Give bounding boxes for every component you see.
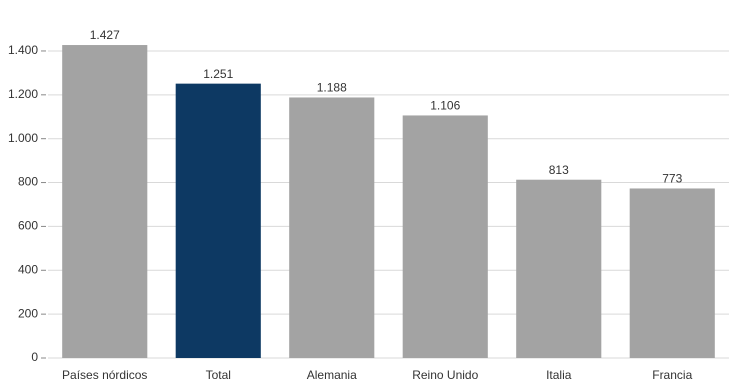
- y-tick-label: 600: [18, 219, 38, 233]
- bar: [62, 45, 148, 359]
- value-label: 1.427: [90, 28, 120, 42]
- y-tick-label: 400: [18, 262, 38, 276]
- y-tick-label: 0: [31, 350, 38, 364]
- y-tick-label: 800: [18, 175, 38, 189]
- y-tick-label: 1.400: [8, 43, 38, 57]
- bar: [175, 83, 261, 358]
- bar: [402, 115, 488, 359]
- y-tick-label: 1.200: [8, 87, 38, 101]
- x-tick-label: Reino Unido: [412, 368, 478, 382]
- value-label: 1.251: [203, 67, 233, 81]
- x-tick-label: Total: [206, 368, 231, 382]
- bar: [516, 179, 602, 358]
- x-tick-label: Francia: [652, 368, 692, 382]
- x-tick-label: Alemania: [307, 368, 357, 382]
- y-tick-label: 200: [18, 306, 38, 320]
- value-label: 813: [549, 163, 569, 177]
- x-tick-label: Italia: [546, 368, 572, 382]
- bar: [289, 97, 375, 358]
- value-label: 1.188: [317, 81, 347, 95]
- bar: [629, 188, 715, 358]
- y-tick-label: 1.000: [8, 131, 38, 145]
- x-tick-label: Países nórdicos: [62, 368, 147, 382]
- value-label: 773: [662, 172, 682, 186]
- value-label: 1.106: [430, 99, 460, 113]
